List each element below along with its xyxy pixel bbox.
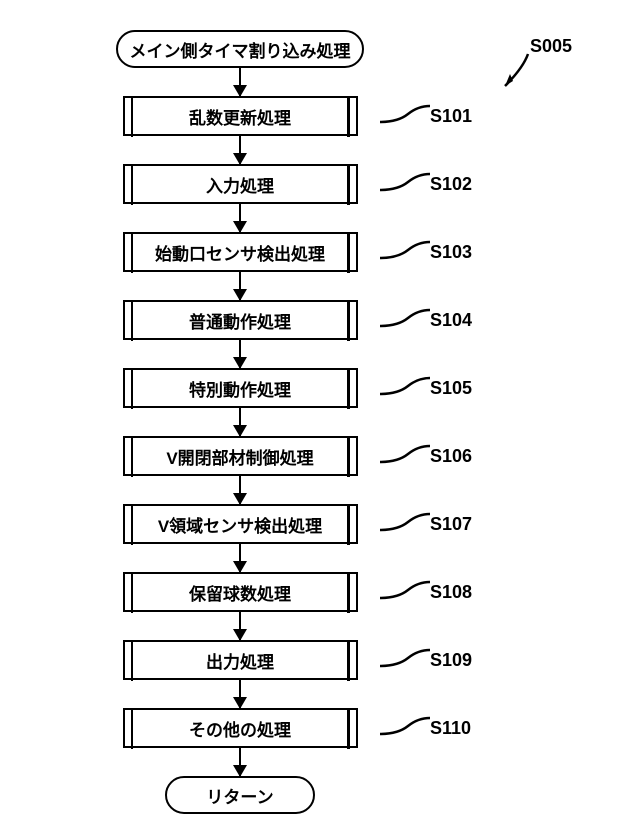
- flow-arrow: [239, 748, 242, 776]
- label-connector: [380, 172, 430, 192]
- terminal-end: リターン: [165, 776, 315, 814]
- step-label: S110: [430, 718, 471, 739]
- flow-arrow: [239, 544, 242, 572]
- flow-arrow: [239, 680, 242, 708]
- label-connector: [380, 580, 430, 600]
- flow-arrow: [239, 340, 242, 368]
- terminal-start: メイン側タイマ割り込み処理: [116, 30, 364, 68]
- step-label: S104: [430, 310, 472, 331]
- process-step: V開閉部材制御処理: [123, 436, 358, 476]
- step-label: S109: [430, 650, 472, 671]
- step-label: S103: [430, 242, 472, 263]
- step-label: S101: [430, 106, 472, 127]
- process-step: 入力処理: [123, 164, 358, 204]
- figure-label-arrow: [495, 50, 535, 95]
- label-connector: [380, 308, 430, 328]
- label-connector: [380, 512, 430, 532]
- flow-arrow: [239, 136, 242, 164]
- step-label: S106: [430, 446, 472, 467]
- step-label: S108: [430, 582, 472, 603]
- flowchart: メイン側タイマ割り込み処理乱数更新処理S101入力処理S102始動口センサ検出処…: [100, 30, 380, 814]
- process-step: 特別動作処理: [123, 368, 358, 408]
- figure-label: S005: [530, 36, 572, 57]
- flow-arrow: [239, 272, 242, 300]
- label-connector: [380, 444, 430, 464]
- flow-arrow: [239, 204, 242, 232]
- process-step: その他の処理: [123, 708, 358, 748]
- process-step: 始動口センサ検出処理: [123, 232, 358, 272]
- step-label: S105: [430, 378, 472, 399]
- process-step: 普通動作処理: [123, 300, 358, 340]
- step-label: S107: [430, 514, 472, 535]
- flow-arrow: [239, 612, 242, 640]
- flow-arrow: [239, 476, 242, 504]
- step-label: S102: [430, 174, 472, 195]
- label-connector: [380, 648, 430, 668]
- label-connector: [380, 376, 430, 396]
- process-step: 出力処理: [123, 640, 358, 680]
- process-step: 保留球数処理: [123, 572, 358, 612]
- flow-arrow: [239, 408, 242, 436]
- label-connector: [380, 240, 430, 260]
- process-step: 乱数更新処理: [123, 96, 358, 136]
- flow-arrow: [239, 68, 242, 96]
- label-connector: [380, 716, 430, 736]
- label-connector: [380, 104, 430, 124]
- process-step: V領域センサ検出処理: [123, 504, 358, 544]
